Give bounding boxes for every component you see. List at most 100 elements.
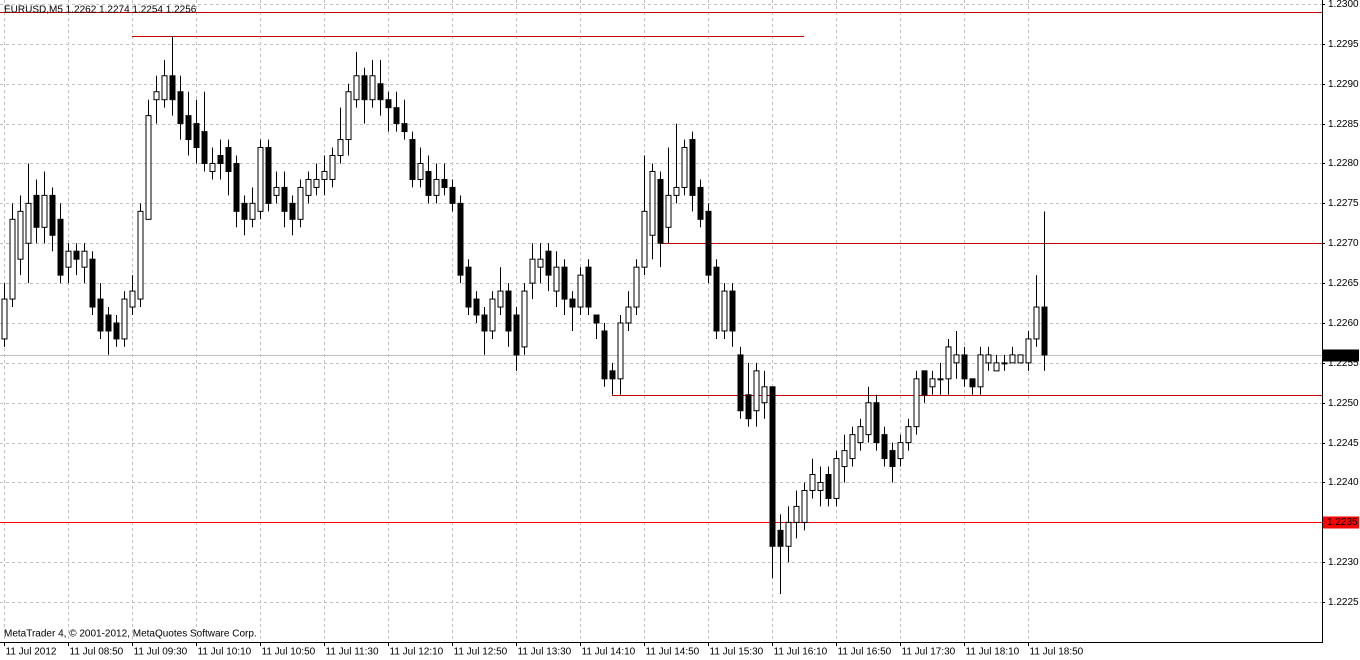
candle-body	[257, 147, 264, 212]
candle-body	[217, 155, 224, 164]
x-tick-label: 11 Jul 11:30	[326, 647, 379, 658]
candle-body	[249, 202, 256, 220]
y-tick-label: 1.2280	[1328, 158, 1359, 169]
x-tick-label: 11 Jul 08:50	[70, 647, 124, 658]
candle-body	[737, 354, 744, 412]
candle-body	[1033, 306, 1040, 340]
candle-body	[953, 354, 960, 364]
candle-body	[89, 258, 96, 308]
chart-header: EURUSD,M5 1.2262 1.2274 1.2254 1.2256	[4, 5, 197, 16]
candle-body	[41, 194, 48, 228]
candle-body	[489, 298, 496, 332]
candle-body	[985, 354, 992, 364]
x-tick-label: 11 Jul 2012	[6, 647, 57, 658]
candle-body	[665, 194, 672, 228]
candle-body	[497, 290, 504, 308]
candle-body	[177, 91, 184, 125]
candle-body	[105, 314, 112, 332]
candle-body	[657, 178, 664, 244]
candle-body	[873, 402, 880, 444]
candle-body	[345, 91, 352, 141]
candle-body	[833, 458, 840, 499]
candle-body	[185, 115, 192, 141]
candle-body	[993, 362, 1000, 372]
candle-body	[745, 394, 752, 420]
candle-body	[361, 75, 368, 101]
candle-body	[25, 202, 32, 244]
candle-body	[121, 298, 128, 340]
candle-body	[241, 202, 248, 220]
candle-body	[849, 434, 856, 460]
candle-body	[153, 91, 160, 101]
candle-body	[857, 426, 864, 444]
candle-body	[809, 474, 816, 491]
candle-body	[129, 290, 136, 308]
candle-body	[369, 75, 376, 101]
candle-body	[449, 186, 456, 204]
candle-body	[585, 266, 592, 308]
candle-body	[673, 186, 680, 196]
y-tick-label: 1.2295	[1328, 39, 1359, 50]
y-tick-label: 1.2285	[1328, 119, 1359, 130]
price-label-box	[1323, 349, 1359, 362]
candle-body	[593, 314, 600, 324]
x-tick-label: 11 Jul 17:30	[902, 647, 956, 658]
candle-body	[905, 426, 912, 444]
candle-body	[265, 147, 272, 204]
y-tick-label: 1.2260	[1328, 318, 1359, 329]
candle-body	[161, 75, 168, 101]
candle-body	[897, 442, 904, 460]
candle-body	[9, 218, 16, 300]
candle-body	[705, 210, 712, 276]
candle-body	[377, 83, 384, 101]
candle-body	[577, 274, 584, 308]
grid	[0, 0, 1322, 642]
levels	[0, 12, 1322, 523]
x-tick-label: 11 Jul 16:50	[838, 647, 892, 658]
candle-body	[233, 162, 240, 212]
candle-body	[721, 290, 728, 332]
candle-body	[225, 147, 232, 172]
candle-body	[425, 170, 432, 196]
price-label-box	[1323, 516, 1359, 529]
candle-body	[137, 210, 144, 300]
candle-body	[481, 314, 488, 332]
copyright: MetaTrader 4, © 2001-2012, MetaQuotes So…	[4, 629, 257, 640]
candle-body	[273, 186, 280, 196]
x-tick-label: 11 Jul 12:50	[454, 647, 508, 658]
candle-body	[625, 306, 632, 324]
candle-body	[193, 123, 200, 149]
y-tick-label: 1.2255	[1328, 358, 1359, 369]
y-tick-label: 1.2250	[1328, 398, 1359, 409]
x-tick-label: 11 Jul 18:50	[1030, 647, 1084, 658]
candle-body	[641, 210, 648, 268]
candle-body	[769, 386, 776, 547]
candle-body	[49, 194, 56, 236]
candle-body	[697, 186, 704, 220]
y-tick-label: 1.2230	[1328, 557, 1359, 568]
price-label: 1.2235	[1327, 517, 1358, 528]
y-tick-label: 1.2265	[1328, 278, 1359, 289]
candles	[1, 35, 1048, 595]
y-tick-label: 1.2300	[1328, 0, 1359, 10]
candle-body	[889, 450, 896, 468]
x-tick-label: 11 Jul 12:10	[390, 647, 444, 658]
candle-body	[65, 250, 72, 268]
x-tick-label: 11 Jul 18:10	[966, 647, 1020, 658]
x-tick-label: 11 Jul 16:10	[774, 647, 828, 658]
candle-body	[457, 202, 464, 276]
x-tick-label: 11 Jul 13:30	[518, 647, 572, 658]
candle-body	[473, 298, 480, 316]
candle-body	[753, 370, 760, 412]
x-tick-label: 11 Jul 14:50	[646, 647, 700, 658]
candle-body	[817, 481, 824, 491]
candle-body	[1, 298, 8, 340]
candle-body	[337, 139, 344, 157]
candle-body	[825, 474, 832, 499]
candle-body	[801, 489, 808, 523]
candle-body	[977, 354, 984, 388]
candle-body	[409, 139, 416, 180]
candle-body	[545, 250, 552, 276]
